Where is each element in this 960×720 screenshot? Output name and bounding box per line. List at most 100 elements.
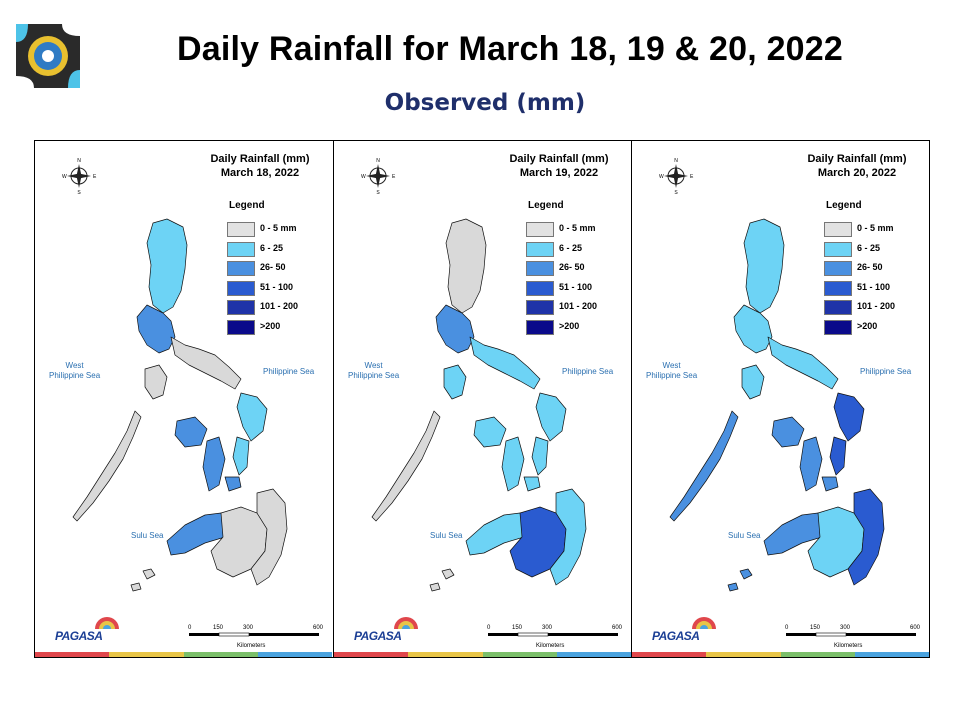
legend-title: Legend [229,200,265,211]
region-palawan [371,410,441,522]
region-bicol [469,336,541,390]
compass-east-label: E [392,174,396,180]
legend-swatch [526,222,554,237]
legend-swatch [824,261,852,276]
sea-label-west-philippine: West Philippine Sea [348,361,399,381]
page-subtitle: Observed (mm) [384,90,586,116]
legend-label: 26- 50 [559,262,585,272]
legend-label: 0 - 5 mm [260,223,297,233]
region-sulu [130,568,156,592]
region-mindanao-east [549,488,587,586]
compass-rose-icon: N S E W [659,158,694,196]
panel-title: Daily Rainfall (mm) March 18, 2022 [195,152,325,180]
region-central-luzon [136,304,176,354]
pagasa-wordmark: PAGASA [55,629,103,643]
scale-unit: Kilometers [834,643,863,649]
pagasa-footer-logo [342,615,422,645]
region-negros-cebu [202,436,226,492]
legend-label: 6 - 25 [260,242,284,253]
region-panay [473,416,507,448]
sea-label-west-line2: Philippine Sea [348,371,400,380]
compass-north-label: N [674,158,678,164]
panel-title: Daily Rainfall (mm) March 19, 2022 [494,152,624,180]
legend-swatch [227,222,255,237]
pagasa-footer-logo [43,615,123,645]
compass-east-label: E [690,174,694,180]
philippines-map: N S E W [659,158,885,592]
legend-swatch [526,280,554,296]
region-panay [174,416,208,448]
compass-west-label: W [659,174,664,180]
legend-swatch [824,222,852,237]
scale-bar: 0 150 300 600 Kilometers [782,623,922,653]
map-panel-1: N S E W Daily Rainfall (mm) March 18, 20… [35,141,332,657]
scale-tick: 150 [512,625,523,631]
scale-tick: 0 [785,625,789,631]
compass-west-label: W [361,174,366,180]
sea-label-west-philippine: West Philippine Sea [49,361,100,381]
scale-bar: 0 150 300 600 Kilometers [484,623,624,653]
pagasa-wordmark: PAGASA [354,629,402,643]
region-panay [771,416,805,448]
region-mindanao-east [847,488,885,586]
legend-swatch [824,241,852,257]
sea-label-sulu: Sulu Sea [131,531,164,540]
scale-tick: 600 [313,625,324,631]
region-mindoro [144,364,168,400]
legend-swatch [824,300,852,315]
legend-swatch [227,319,255,335]
legend-title: Legend [528,200,564,211]
sea-label-west-line1: West [364,361,383,370]
footer-color-bar [632,652,929,657]
scale-tick: 600 [612,625,623,631]
legend-swatch [526,319,554,335]
region-bohol [224,476,242,492]
sea-label-west-line2: Philippine Sea [49,371,101,380]
compass-south-label: S [674,190,678,196]
region-bohol [523,476,541,492]
compass-rose-icon: N S E W [361,158,396,196]
legend-swatch [526,261,554,276]
footer-color-bar [35,652,332,657]
scale-unit: Kilometers [237,643,266,649]
sea-label-philippine: Philippine Sea [263,367,315,376]
scale-unit: Kilometers [536,643,565,649]
scale-tick: 150 [213,625,224,631]
legend-swatch [227,261,255,276]
region-samar [236,392,268,442]
panel-title: Daily Rainfall (mm) March 20, 2022 [792,152,922,180]
scale-tick: 300 [542,625,553,631]
compass-north-label: N [77,158,81,164]
region-north-luzon [146,218,188,314]
legend-swatch [526,300,554,315]
pagasa-footer-logo [640,615,720,645]
sea-label-philippine: Philippine Sea [562,367,614,376]
region-palawan [669,410,739,522]
region-bicol [767,336,839,390]
legend-title: Legend [826,200,862,211]
legend-swatch [824,280,852,296]
compass-south-label: S [376,190,380,196]
legend-label: 6 - 25 [559,242,583,253]
pagasa-seal-logo [14,22,82,90]
compass-east-label: E [93,174,97,180]
region-sulu [429,568,455,592]
scale-tick: 150 [810,625,821,631]
legend-label: 101 - 200 [260,301,299,311]
panel-title-date: March 18, 2022 [220,167,300,179]
compass-rose-icon: N S E W [62,158,97,196]
map-panels: N S E W Daily Rainfall (mm) March 18, 20… [34,140,930,658]
map-panel-3: N S E W Daily Rainfall (mm) March 20, 20… [631,141,929,657]
region-leyte [829,436,847,476]
map-panel-2: N S E W Daily Rainfall (mm) March 19, 20… [333,141,631,657]
sea-label-west-line2: Philippine Sea [646,371,698,380]
legend-label: 101 - 200 [559,301,598,311]
region-north-luzon [445,218,487,314]
sea-label-sulu: Sulu Sea [728,531,761,540]
philippines-map: N S E W [62,158,288,592]
region-north-luzon [743,218,785,314]
scale-tick: 0 [188,625,192,631]
region-palawan [72,410,142,522]
legend-label: 51 - 100 [260,281,294,292]
legend-label: >200 [559,320,580,331]
